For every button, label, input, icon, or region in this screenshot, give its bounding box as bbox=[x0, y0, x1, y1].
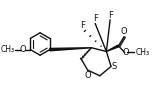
Text: F: F bbox=[108, 11, 113, 20]
Text: O: O bbox=[123, 48, 129, 57]
Text: O: O bbox=[20, 45, 26, 54]
Text: O: O bbox=[84, 71, 91, 80]
Text: F: F bbox=[93, 14, 98, 23]
Polygon shape bbox=[106, 45, 119, 51]
Text: CH₃: CH₃ bbox=[0, 45, 14, 54]
Text: CH₃: CH₃ bbox=[135, 48, 149, 57]
Text: O: O bbox=[121, 27, 127, 36]
Text: S: S bbox=[112, 62, 117, 71]
Polygon shape bbox=[50, 48, 91, 51]
Text: F: F bbox=[80, 21, 85, 30]
